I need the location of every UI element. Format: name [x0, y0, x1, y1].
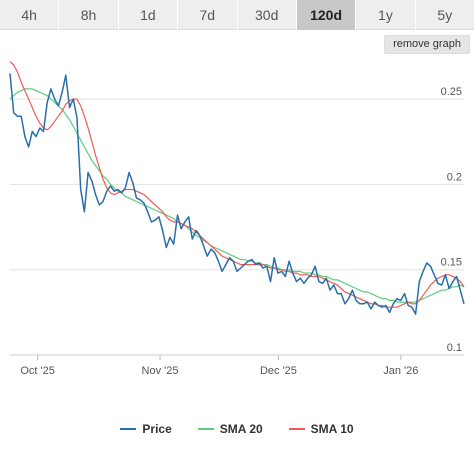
range-button-1y[interactable]: 1y: [356, 0, 416, 30]
legend-swatch: [197, 428, 214, 430]
y-tick-label: 0.25: [441, 86, 462, 98]
x-tick-label: Dec '25: [260, 365, 297, 377]
remove-graph-button[interactable]: remove graph: [384, 35, 470, 54]
range-button-7d[interactable]: 7d: [178, 0, 238, 30]
range-button-30d[interactable]: 30d: [238, 0, 297, 30]
range-button-4h[interactable]: 4h: [0, 0, 60, 30]
range-button-1d[interactable]: 1d: [119, 0, 179, 30]
range-button-120d[interactable]: 120d: [296, 0, 357, 30]
axis-ticks: 0.1 0.15 0.2 0.25 Oct '25 Nov '25 Dec '25 Jan '…: [20, 86, 462, 377]
series-line-price: [9, 73, 465, 315]
chart-legend: Price SMA 20 SMA 10: [0, 420, 474, 438]
legend-label: Price: [142, 422, 172, 436]
legend-item-price[interactable]: Price: [120, 422, 172, 436]
legend-swatch: [288, 428, 305, 430]
legend-label: SMA 10: [310, 422, 354, 436]
time-range-selector: 4h 8h 1d 7d 30d 120d 1y 5y: [0, 0, 474, 30]
legend-swatch: [120, 428, 137, 430]
legend-label: SMA 20: [219, 422, 263, 436]
series-line-sma-10: [9, 61, 465, 308]
series-lines: [9, 61, 465, 315]
legend-item-sma-10[interactable]: SMA 10: [288, 422, 354, 436]
x-tick-label: Nov '25: [142, 365, 179, 377]
x-tick-label: Jan '26: [383, 365, 418, 377]
y-tick-label: 0.2: [447, 171, 462, 183]
series-line-sma-20: [9, 88, 465, 303]
price-chart: 0.1 0.15 0.2 0.25 Oct '25 Nov '25 Dec '25 Jan '…: [9, 61, 465, 377]
range-button-5y[interactable]: 5y: [437, 7, 453, 23]
y-tick-label: 0.1: [447, 342, 462, 354]
y-tick-label: 0.15: [441, 257, 462, 269]
legend-item-sma-20[interactable]: SMA 20: [197, 422, 263, 436]
x-tick-label: Oct '25: [20, 365, 55, 377]
range-button-8h[interactable]: 8h: [59, 0, 119, 30]
grid-lines: [10, 98, 464, 356]
